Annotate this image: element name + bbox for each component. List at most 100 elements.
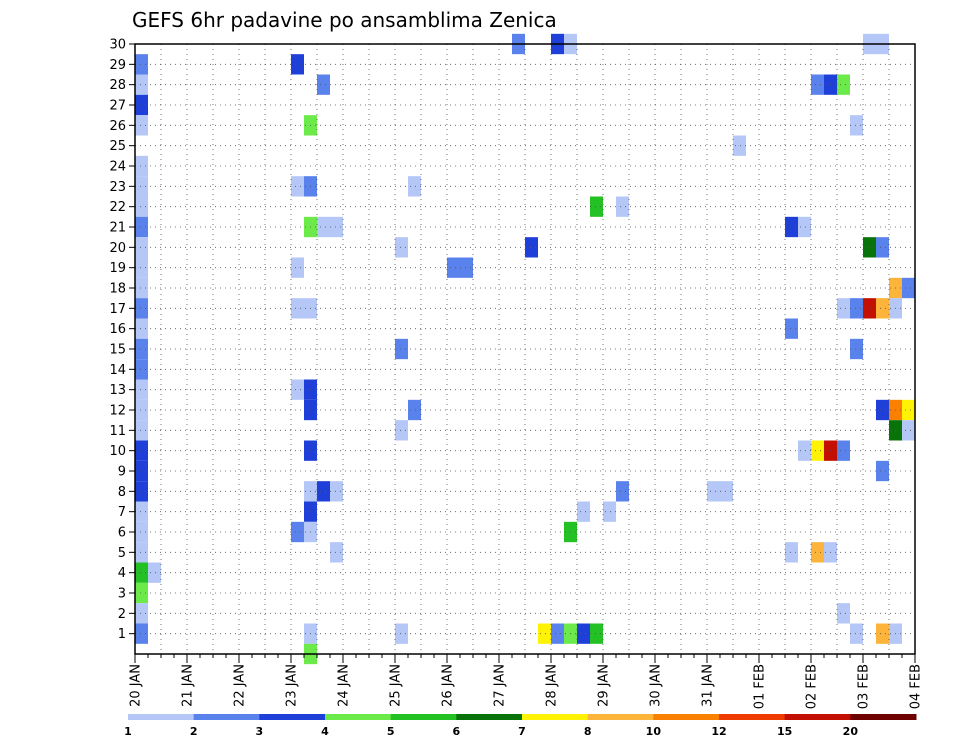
- x-tick-label: 29 JAN: [597, 664, 612, 707]
- precip-cell: [330, 216, 343, 238]
- y-tick-label: 30: [109, 38, 126, 53]
- precip-cell: [317, 481, 330, 502]
- precip-cell: [707, 481, 720, 502]
- x-tick-label: 26 JAN: [441, 664, 456, 707]
- precip-cell: [876, 623, 889, 644]
- precip-cell: [785, 542, 798, 563]
- precip-cell: [408, 399, 421, 421]
- precip-cell: [863, 237, 876, 258]
- precip-cell: [590, 623, 603, 644]
- precip-cell: [876, 298, 889, 319]
- precip-cell: [616, 481, 629, 502]
- precip-cell: [863, 298, 876, 319]
- precip-cell: [135, 216, 148, 238]
- precip-cell: [577, 501, 590, 522]
- y-tick-label: 9: [118, 465, 126, 480]
- legend-swatch: [259, 714, 326, 720]
- precip-cell: [551, 623, 564, 644]
- precip-cell: [135, 379, 148, 400]
- precip-cell: [837, 603, 850, 624]
- precip-cell: [135, 420, 148, 441]
- legend-swatch: [522, 714, 589, 720]
- precip-cell: [135, 521, 148, 543]
- precip-cell: [135, 237, 148, 258]
- precip-cell: [603, 501, 616, 522]
- grid-lines: [135, 43, 915, 654]
- y-tick-label: 10: [109, 444, 126, 459]
- legend-label: 6: [453, 725, 461, 738]
- precip-cell: [135, 562, 148, 583]
- precip-cell: [135, 481, 148, 502]
- precip-cell: [148, 562, 161, 583]
- x-tick-label: 20 JAN: [129, 664, 144, 707]
- y-tick-label: 22: [109, 200, 126, 215]
- precip-cell: [395, 338, 408, 360]
- precip-cell: [798, 440, 811, 461]
- legend-swatch: [850, 714, 917, 720]
- y-tick-label: 25: [109, 139, 126, 154]
- y-tick-label: 28: [109, 78, 126, 93]
- precip-cell: [577, 623, 590, 644]
- precip-cell: [850, 623, 863, 644]
- precip-cell: [837, 440, 850, 461]
- legend-label: 15: [777, 725, 792, 738]
- x-tick-label: 02 FEB: [805, 664, 820, 709]
- precip-cell: [525, 237, 538, 258]
- legend-label: 12: [711, 725, 726, 738]
- precip-cell: [291, 298, 304, 319]
- legend-label: 4: [321, 725, 329, 738]
- precip-cell: [330, 481, 343, 502]
- precip-cell: [291, 379, 304, 400]
- precip-cell: [135, 298, 148, 319]
- precip-cell: [135, 277, 148, 299]
- y-tick-label: 8: [118, 485, 126, 500]
- precip-cell: [291, 176, 304, 197]
- x-tick-label: 27 JAN: [493, 664, 508, 707]
- precip-cell: [291, 257, 304, 278]
- precip-cell: [811, 74, 824, 95]
- precip-cell: [850, 338, 863, 360]
- precip-cell: [538, 623, 551, 644]
- x-tick-label: 30 JAN: [649, 664, 664, 707]
- legend-swatch: [784, 714, 851, 720]
- precip-cell: [876, 399, 889, 421]
- x-tick-label: 31 JAN: [701, 664, 716, 707]
- legend-label: 20: [843, 725, 859, 738]
- precip-cell: [902, 399, 915, 421]
- legend-label: 2: [190, 725, 198, 738]
- x-tick-label: 23 JAN: [285, 664, 300, 707]
- y-tick-label: 23: [109, 180, 126, 195]
- legend-label: 3: [256, 725, 264, 738]
- precip-cell: [876, 237, 889, 258]
- y-tick-label: 7: [118, 505, 126, 520]
- y-tick-label: 14: [109, 363, 126, 378]
- y-tick-label: 17: [109, 302, 126, 317]
- precip-cell: [135, 603, 148, 624]
- precip-cell: [135, 359, 148, 380]
- precip-cell: [590, 196, 603, 217]
- y-tick-label: 5: [118, 546, 126, 561]
- legend-swatch: [128, 714, 195, 720]
- precip-cell: [876, 460, 889, 482]
- y-tick-label: 11: [109, 424, 126, 439]
- x-tick-label: 04 FEB: [909, 664, 924, 709]
- y-tick-label: 21: [109, 221, 126, 236]
- precip-cell: [291, 521, 304, 543]
- precip-cell: [447, 257, 460, 278]
- legend-swatch: [325, 714, 392, 720]
- y-tick-label: 19: [109, 261, 126, 276]
- y-tick-label: 4: [118, 566, 126, 581]
- precip-cell: [720, 481, 733, 502]
- x-tick-label: 22 JAN: [233, 664, 248, 707]
- legend-label: 7: [518, 725, 526, 738]
- precip-cell: [135, 440, 148, 461]
- legend-swatch: [390, 714, 457, 720]
- y-tick-label: 18: [109, 282, 126, 297]
- legend-swatch: [456, 714, 523, 720]
- precip-cell: [135, 501, 148, 522]
- x-tick-label: 01 FEB: [753, 664, 768, 709]
- precip-cell: [135, 338, 148, 360]
- x-tick-label: 25 JAN: [389, 664, 404, 707]
- color-legend: 1 2 3 4 5 6 7 8 10 12 15 20: [124, 714, 917, 738]
